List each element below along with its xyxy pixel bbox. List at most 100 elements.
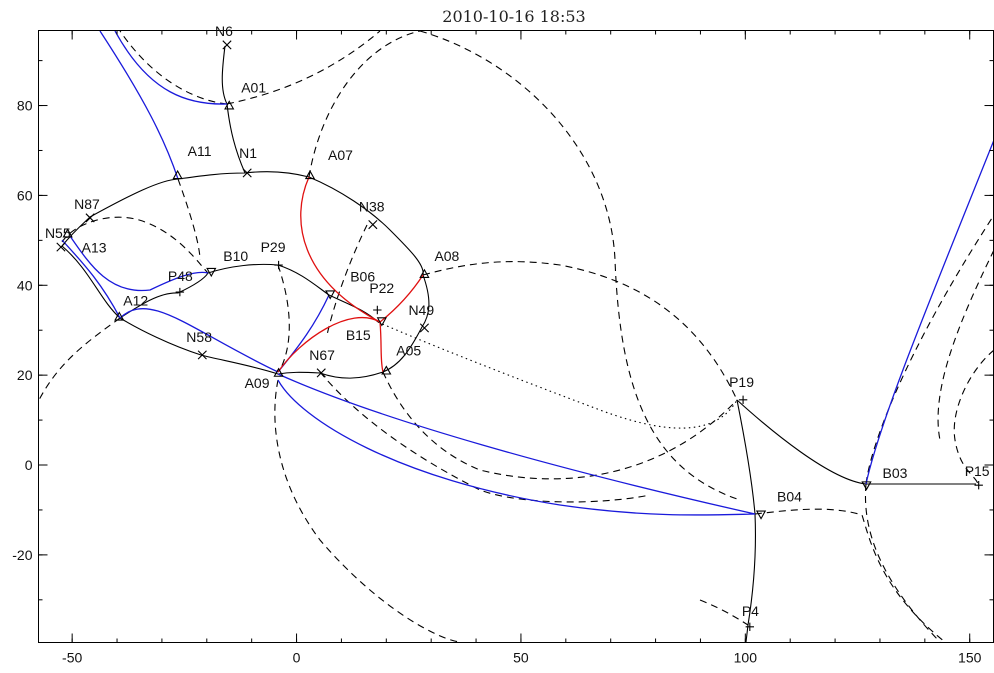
fan-curve-a11-down: [177, 178, 201, 261]
x-tick-label: 50: [513, 650, 529, 666]
fan-curve-a05-southeast: [382, 371, 738, 480]
label-n67: N67: [309, 347, 335, 363]
fan-curve-a01-northwest: [119, 31, 228, 105]
marker-n55: [56, 242, 66, 252]
label-a13: A13: [82, 240, 107, 256]
label-n58: N58: [186, 329, 212, 345]
marker-n67: [316, 368, 326, 378]
spine-a08-b15: [379, 274, 424, 323]
fan-curve-p4-flank: [699, 599, 749, 626]
label-n87: N87: [74, 196, 100, 212]
separator-p19-b04: [736, 399, 756, 515]
figure-title: 2010-10-16 18:53: [442, 7, 585, 26]
spine-a12-a09: [119, 308, 279, 373]
plot-frame: [38, 30, 994, 643]
label-n6: N6: [215, 23, 233, 39]
marker-b03: [861, 481, 872, 491]
label-b06: B06: [350, 268, 375, 284]
marker-p15: [974, 481, 983, 490]
y-tick-label: 40: [17, 277, 33, 293]
marker-p29: [274, 260, 283, 270]
y-tick-label: 20: [17, 367, 33, 383]
spine-a11-northwest: [99, 31, 179, 180]
y-tick-label: 60: [17, 187, 33, 203]
x-tick-label: 150: [958, 650, 982, 666]
label-a01: A01: [241, 80, 266, 96]
label-p48: P48: [168, 268, 193, 284]
label-p15: P15: [965, 463, 990, 479]
label-a08: A08: [434, 248, 459, 264]
label-p4: P4: [742, 603, 759, 619]
label-a05: A05: [396, 343, 421, 359]
spine-n55-a12: [61, 239, 121, 319]
spine-a01-northwest: [114, 31, 228, 105]
label-b04: B04: [777, 488, 802, 504]
x-tick-label: -50: [62, 650, 82, 666]
marker-p48: [175, 287, 185, 297]
fan-curve-a13-loop: [61, 216, 209, 274]
separator-n6-a01: [221, 45, 228, 105]
marker-n58: [197, 350, 207, 360]
label-a09: A09: [245, 375, 270, 391]
label-n55: N55: [45, 225, 71, 241]
fan-curve-b03-north: [865, 215, 993, 485]
fan-curve-a09-dome-down: [274, 379, 461, 642]
spine-a07-b15: [300, 176, 381, 323]
fan-curve-a12-southwest: [39, 317, 121, 401]
marker-a01: [224, 100, 235, 110]
separator-a01-n1: [226, 103, 246, 174]
marker-a08: [419, 268, 430, 278]
label-a07: A07: [328, 147, 353, 163]
marker-b10: [206, 267, 217, 278]
y-tick-label: -20: [12, 547, 32, 563]
marker-a09: [273, 367, 284, 377]
separator-main-ring: [61, 171, 430, 379]
label-n49: N49: [408, 302, 434, 318]
marker-n1: [242, 168, 252, 178]
fan-curve-a08-east: [422, 261, 738, 401]
fan-curve-right-loop: [953, 350, 993, 485]
separator-a12-p48: [119, 272, 209, 319]
label-n38: N38: [359, 199, 385, 215]
node-markers: [56, 40, 983, 631]
spine-b03-northeast: [865, 140, 993, 485]
curves-layer: [39, 31, 993, 642]
marker-a07: [304, 169, 316, 180]
fan-curve-b03-south: [864, 483, 941, 642]
label-a11: A11: [188, 143, 212, 159]
label-n1: N1: [239, 145, 257, 161]
marker-n49: [419, 323, 430, 333]
label-p29: P29: [261, 239, 286, 255]
marker-p22: [373, 305, 382, 315]
x-tick-label: 100: [734, 650, 758, 666]
spine-a09-b15: [277, 316, 381, 373]
label-p22: P22: [369, 280, 394, 296]
fan-curve-n38-down: [326, 224, 368, 336]
y-tick-label: 0: [25, 457, 33, 473]
marker-a12: [114, 311, 125, 321]
fan-curve-b04-east: [754, 508, 946, 642]
label-b03: B03: [882, 465, 907, 481]
marker-b06: [325, 290, 336, 300]
label-b10: B10: [223, 248, 248, 264]
marker-n38: [368, 220, 378, 230]
fan-curve-right-edge: [937, 250, 993, 441]
marker-a05: [381, 365, 392, 375]
spine-a09-b04-upper: [277, 373, 756, 515]
marker-b15: [376, 317, 387, 327]
spine-a09-b04-lower: [277, 379, 756, 516]
marker-p19: [738, 395, 748, 405]
label-p19: P19: [729, 374, 754, 390]
marker-n87: [85, 213, 95, 223]
marker-p4: [745, 622, 755, 631]
marker-a13: [62, 228, 73, 238]
axis-ticks: -50 0 50 100 150 -20 0 20 40 60 80: [12, 30, 994, 666]
fan-curve-n67-southeast: [319, 371, 651, 503]
separator-b04-p4: [745, 513, 756, 642]
marker-a11: [172, 169, 183, 180]
label-a12: A12: [123, 293, 148, 309]
y-tick-label: 80: [17, 98, 33, 114]
marker-n6: [222, 40, 232, 50]
x-tick-label: 0: [293, 650, 301, 666]
